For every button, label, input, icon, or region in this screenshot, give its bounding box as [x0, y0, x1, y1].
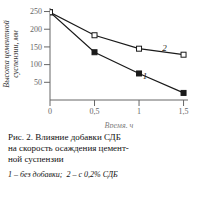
- html-text:1 – без добавки; 2 – с 0,2% СД: 1 – без добавки; 2 – с 0,2% СДБ: [8, 170, 118, 179]
- svg-text:Высота цементнойсуспензии, мм: Высота цементнойсуспензии, мм: [8, 20, 20, 87]
- html-text:Рис. 2. Влияние добавки СДБ: Рис. 2. Влияние добавки СДБ: [8, 132, 121, 142]
- svg-text:1: 1: [137, 107, 141, 116]
- svg-text:250: 250: [30, 7, 42, 16]
- svg-text:200: 200: [30, 25, 42, 34]
- svg-text:Время, ч: Время, ч: [105, 121, 134, 128]
- html-text:на скорость осаждения цемент-: на скорость осаждения цемент-: [8, 143, 129, 153]
- svg-text:0: 0: [48, 107, 52, 116]
- svg-text:100: 100: [30, 60, 42, 69]
- svg-text:2: 2: [162, 43, 167, 53]
- svg-text:150: 150: [30, 43, 42, 52]
- svg-text:50: 50: [34, 78, 42, 87]
- svg-text:1: 1: [143, 71, 148, 81]
- html-text:ной суспензии: ной суспензии: [8, 154, 64, 164]
- svg-text:0,5: 0,5: [90, 107, 100, 116]
- svg-text:1,5: 1,5: [179, 107, 189, 116]
